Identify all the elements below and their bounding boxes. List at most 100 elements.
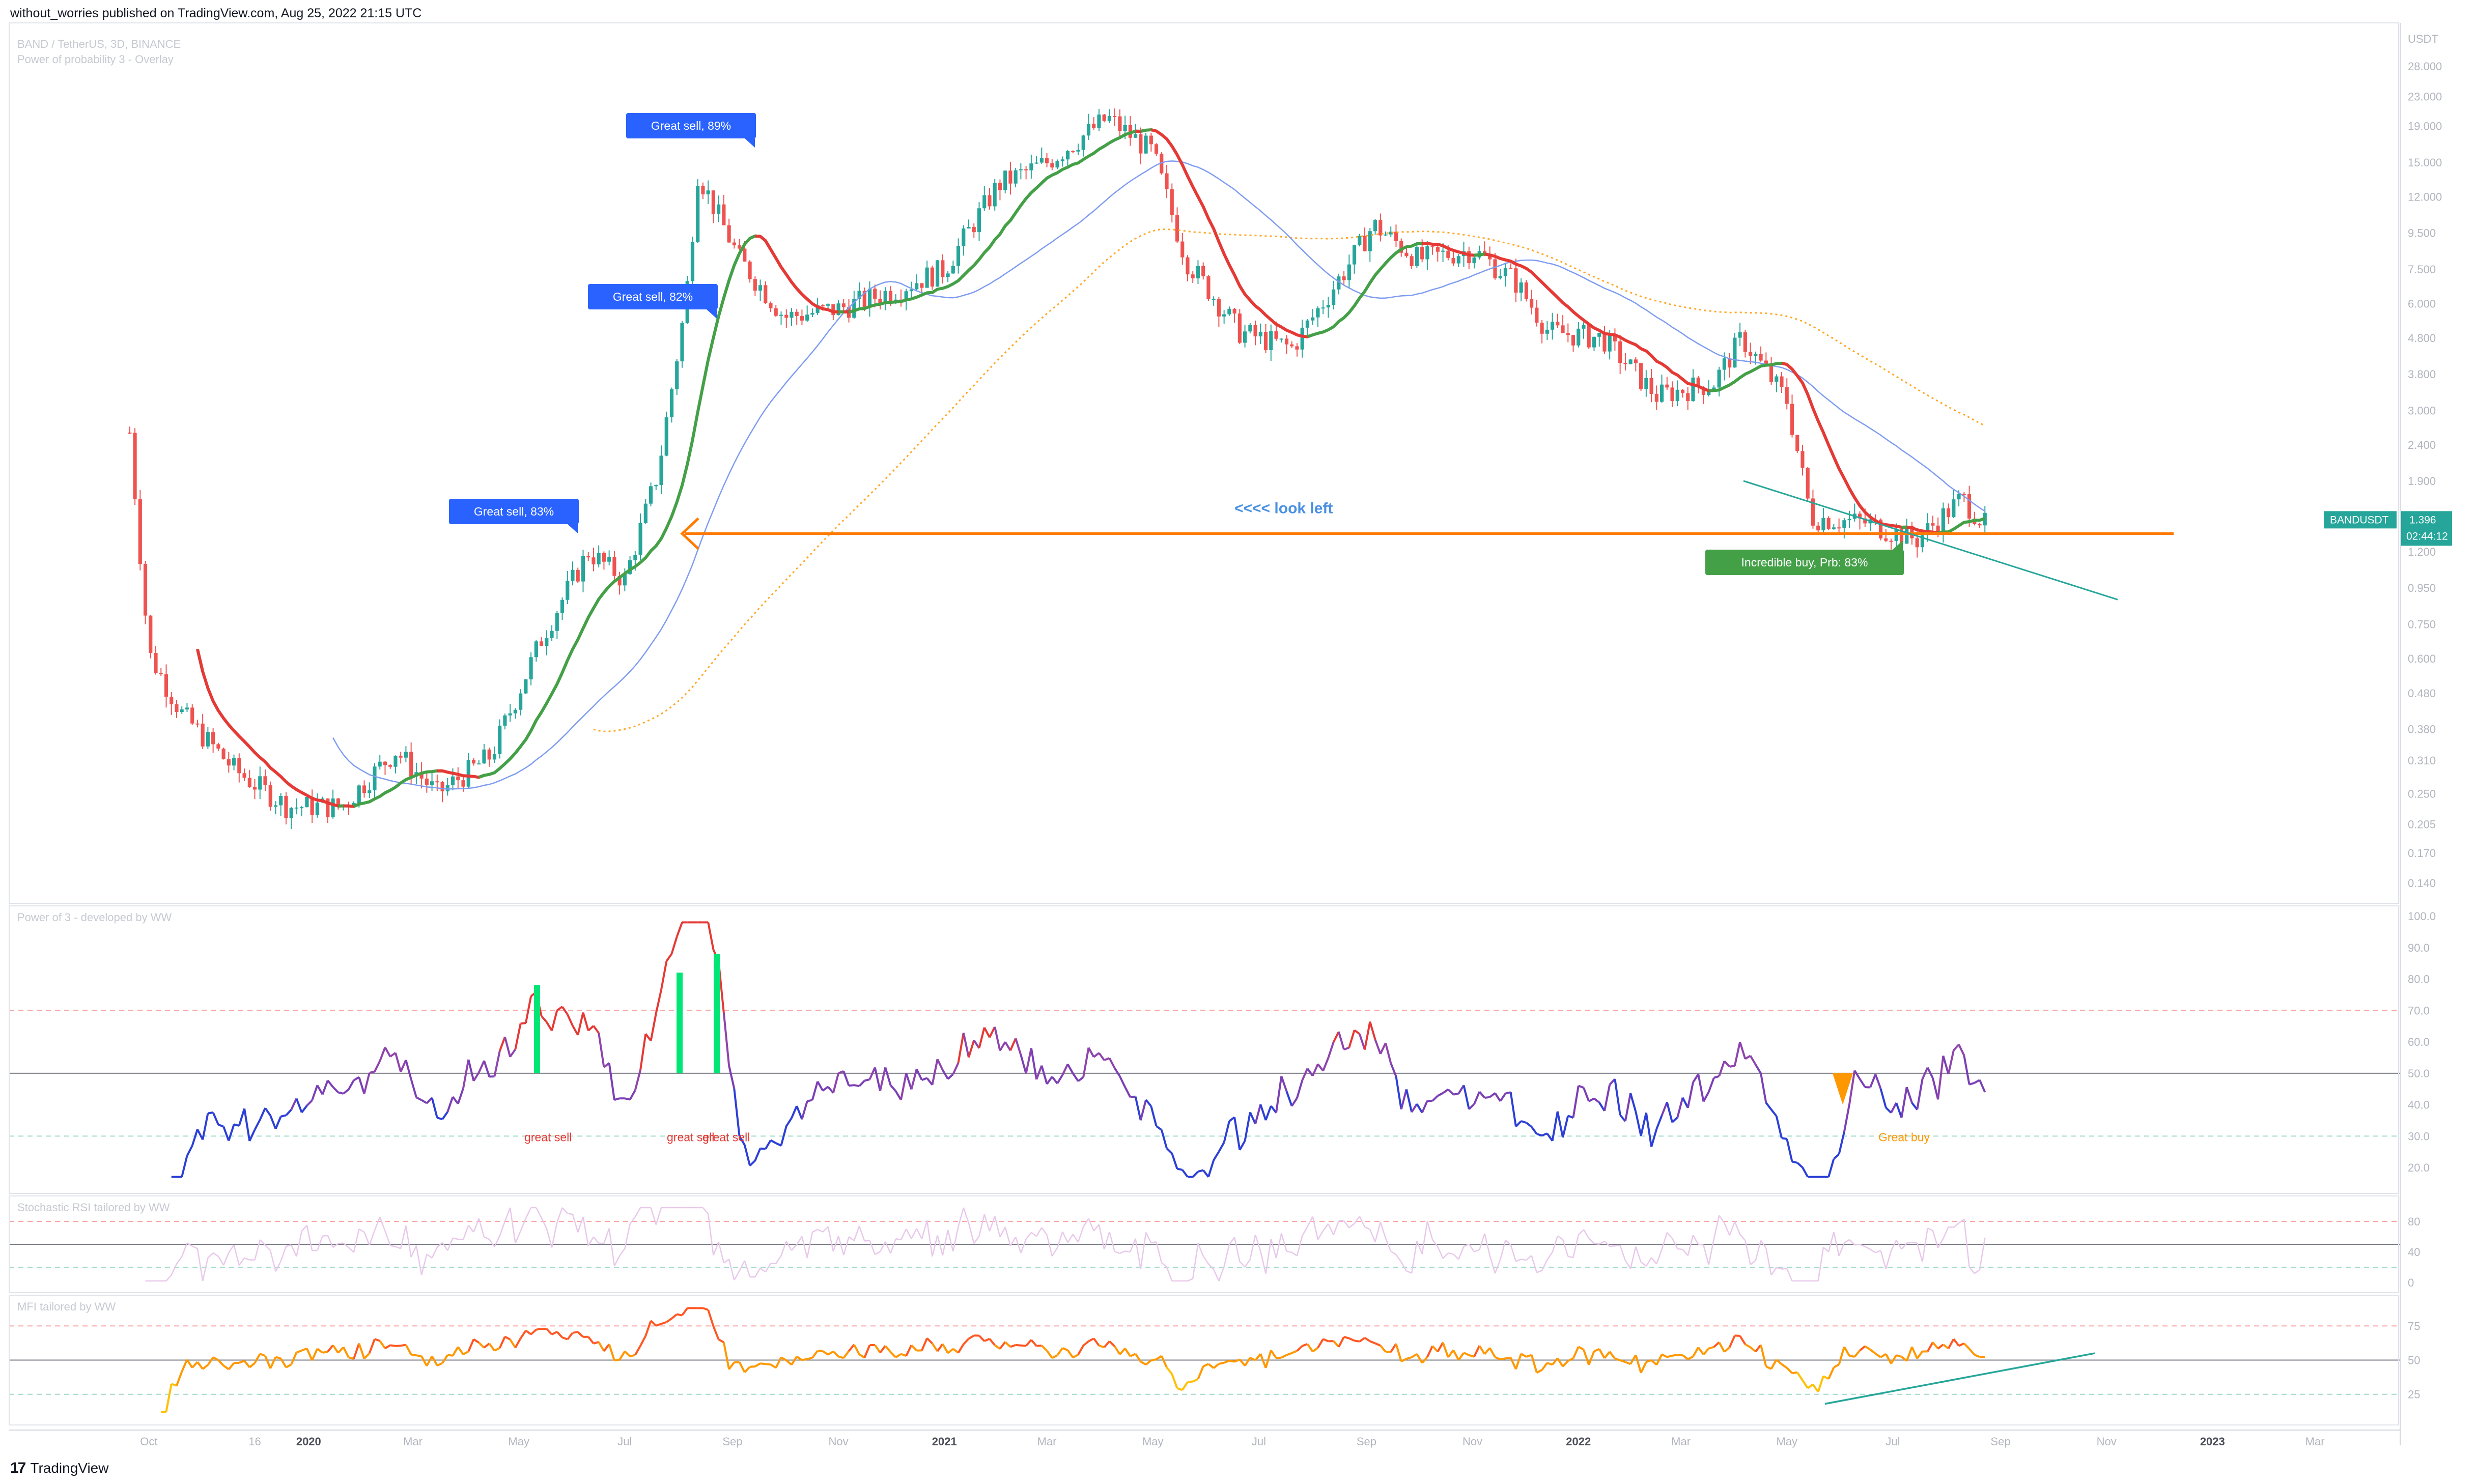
mfi-series-segment: [796, 1355, 803, 1361]
stoch_rsi-series-segment: [1943, 1226, 1949, 1239]
ma-short-trend: [1422, 242, 1480, 257]
price-tick-label: 0.750: [2408, 618, 2436, 631]
candle-body: [1243, 331, 1247, 343]
mfi-series-segment: [1724, 1346, 1731, 1353]
power3-series-segment: [655, 989, 662, 1014]
mfi-series-segment: [681, 1307, 688, 1316]
power3-series-segment: [1453, 1092, 1459, 1096]
candle-body: [956, 245, 961, 266]
power3-series-segment: [327, 1079, 334, 1088]
power3-series-segment: [421, 1099, 428, 1104]
ma-short-trend: [848, 129, 1141, 313]
price-panel: BAND / TetherUS, 3D, BINANCE Power of pro…: [17, 33, 2452, 890]
time-tick-label: Sep: [1990, 1435, 2010, 1448]
mfi-series-segment: [1400, 1358, 1407, 1362]
stoch_rsi-series-segment: [1916, 1243, 1923, 1262]
candle-body: [1498, 276, 1502, 278]
sell-signal-bar: [677, 973, 683, 1073]
candle-body: [795, 311, 799, 317]
mfi-series-segment: [1343, 1335, 1349, 1339]
candle-body: [764, 285, 768, 303]
stoch_rsi-series-segment: [1156, 1242, 1163, 1263]
mfi-series-segment: [760, 1362, 766, 1365]
stoch_rsi-series-segment: [374, 1216, 381, 1231]
price-tick-label: 0.380: [2408, 723, 2436, 736]
stoch_rsi-series-segment: [473, 1218, 480, 1233]
power3-series-segment: [1337, 1031, 1345, 1050]
power3-series-segment: [1645, 1112, 1653, 1147]
mfi-series-segment: [478, 1342, 485, 1349]
candle-body: [430, 781, 434, 785]
stoch_rsi-series-segment: [462, 1225, 469, 1240]
stoch_rsi-series-segment: [1036, 1227, 1043, 1237]
candle-body: [1368, 231, 1372, 251]
candle-body: [1659, 384, 1664, 402]
ma-short-trend: [437, 769, 485, 779]
candle-body: [1352, 245, 1357, 265]
candle-body: [758, 285, 763, 291]
stoch_rsi-series-segment: [1437, 1246, 1444, 1259]
mfi-series-segment: [546, 1328, 553, 1335]
mfi-series-segment: [1697, 1347, 1705, 1355]
candle-body: [1947, 508, 1951, 518]
ma-short-trend: [1307, 242, 1427, 338]
mfi-series-segment: [1051, 1354, 1058, 1359]
stoch_rsi-series-segment: [1395, 1254, 1402, 1263]
candle-body: [1060, 159, 1064, 161]
mfi-series-segment: [1885, 1353, 1892, 1364]
candle-body: [1045, 158, 1049, 163]
mfi-series-segment: [1765, 1365, 1772, 1370]
mfi-series-segment: [337, 1346, 345, 1354]
candle-body: [1253, 325, 1257, 336]
candle-body: [1222, 314, 1226, 317]
power3-series-segment: [1749, 1055, 1757, 1065]
power3-series-segment: [1619, 1114, 1626, 1122]
price-tick-label: 19.000: [2408, 120, 2442, 132]
power3-series-segment: [1562, 1115, 1569, 1138]
candle-body: [1811, 498, 1815, 526]
mfi-series-segment: [279, 1358, 287, 1368]
stoch_rsi-series-segment: [327, 1235, 334, 1248]
power3-series-segment: [1066, 1064, 1074, 1074]
mfi-series-segment: [1838, 1346, 1845, 1365]
candle-body: [617, 576, 622, 586]
power3-series-segment: [1473, 1091, 1481, 1105]
stoch_rsi-series-segment: [436, 1242, 443, 1248]
power3-series-segment: [1015, 1038, 1022, 1055]
mfi-series-segment: [754, 1362, 761, 1367]
stoch_rsi-series-segment: [415, 1245, 423, 1275]
stoch_rsi-series-segment: [629, 1216, 636, 1224]
stoch_rsi-series-segment: [1468, 1243, 1475, 1252]
candle-body: [888, 291, 893, 302]
candle-body: [993, 183, 997, 207]
stoch_rsi-series-segment: [259, 1239, 266, 1246]
candle-body: [1509, 268, 1513, 269]
stoch_rsi-series-segment: [1067, 1234, 1074, 1243]
stoch_rsi-series-segment: [1552, 1236, 1558, 1252]
candle-body: [1248, 325, 1252, 332]
stoch_rsi-series-segment: [1526, 1255, 1532, 1261]
candle-body: [221, 748, 226, 759]
candle-body: [440, 782, 444, 792]
time-tick-label: Nov: [2097, 1435, 2117, 1448]
candle-body: [1696, 377, 1700, 387]
mfi-series-segment: [1629, 1354, 1637, 1365]
mfi-series-segment: [822, 1350, 829, 1356]
ma-short-trend: [353, 769, 443, 808]
mfi-series-segment: [1625, 1361, 1631, 1365]
stoch_rsi-series-segment: [567, 1213, 573, 1215]
candle-body: [826, 304, 830, 306]
candle-body: [451, 776, 455, 785]
stoch_rsi-series-segment: [1135, 1238, 1142, 1269]
power3-series-segment: [936, 1059, 944, 1071]
power3-series-segment: [285, 1109, 292, 1116]
power3-series-segment: [202, 1113, 209, 1140]
stoch_rsi-tick-label: 0: [2408, 1276, 2414, 1289]
stoch_rsi-series-segment: [593, 1236, 600, 1244]
candle-body: [1728, 358, 1732, 368]
power3-series-segment: [332, 1086, 339, 1093]
time-tick-label: Jul: [617, 1435, 632, 1448]
power3-series-segment: [1692, 1073, 1699, 1083]
mfi-series-segment: [1655, 1354, 1663, 1365]
